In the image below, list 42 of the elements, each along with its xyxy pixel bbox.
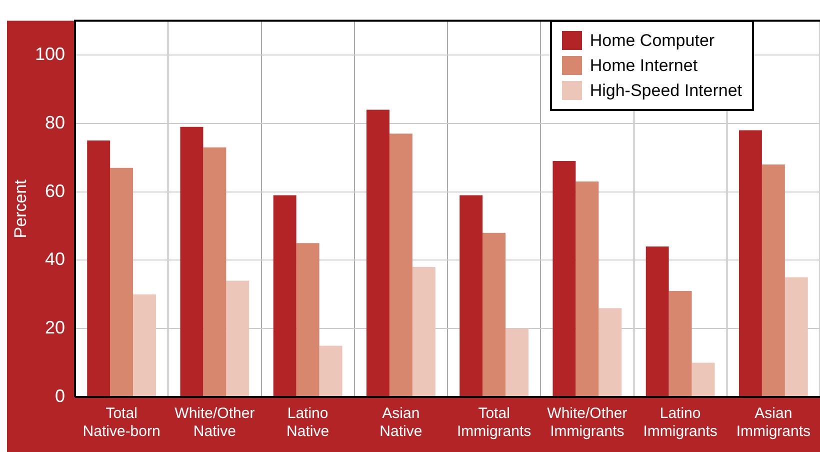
legend-label: High-Speed Internet [590, 80, 742, 100]
bar [87, 140, 110, 396]
bar [273, 195, 296, 396]
bar [762, 164, 785, 396]
bar [692, 362, 715, 396]
bar [366, 110, 390, 396]
bar [552, 161, 576, 396]
y-tick-label: 40 [44, 249, 65, 270]
bar [646, 246, 669, 396]
bar [738, 130, 762, 396]
bar [203, 147, 226, 396]
bar [576, 182, 599, 396]
bar [598, 308, 622, 396]
y-tick-label: 100 [34, 44, 65, 64]
bar [110, 168, 134, 396]
y-tick-label: 80 [44, 112, 65, 132]
x-tick-label: Total Native-born [82, 405, 160, 440]
x-tick-label: White/Other Immigrants [547, 405, 628, 440]
y-tick-label: 60 [44, 180, 65, 201]
x-tick-label: White/Other Native [174, 405, 255, 440]
bar [389, 134, 412, 396]
bar [784, 277, 808, 396]
bar [668, 290, 692, 396]
bar [180, 126, 204, 396]
y-tick-label: 0 [54, 386, 65, 406]
bar [506, 328, 529, 396]
x-tick-label: Latino Immigrants [643, 405, 718, 440]
bar [133, 294, 156, 396]
bar [412, 267, 436, 396]
x-tick-label: Asian Native [380, 405, 422, 440]
bar [226, 280, 250, 396]
legend-label: Home Computer [590, 30, 715, 50]
legend-label: Home Internet [590, 56, 698, 76]
bar [460, 195, 483, 396]
x-tick-label: Total Immigrants [456, 405, 532, 440]
bar [319, 346, 342, 396]
bar [296, 243, 320, 396]
x-tick-label: Latino Native [286, 405, 330, 440]
y-tick-label: 20 [44, 318, 65, 338]
x-tick-label: Asian Immigrants [736, 405, 811, 440]
bar [482, 232, 506, 396]
y-axis-title: Percent [10, 179, 30, 238]
